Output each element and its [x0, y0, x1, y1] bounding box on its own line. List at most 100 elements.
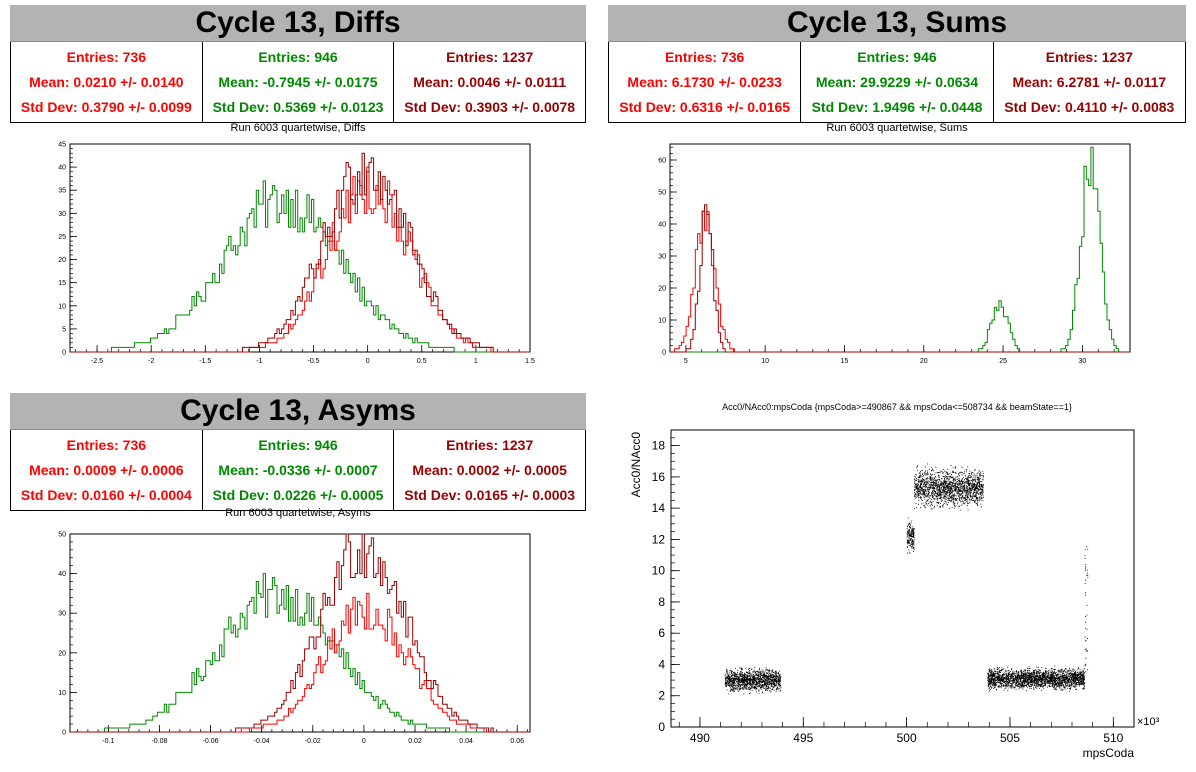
scatter-cluster — [906, 517, 915, 554]
entries-label: Entries: 736 — [66, 437, 147, 454]
mean-label: Mean: 29.9229 +/- 0.0634 — [815, 73, 979, 90]
x-tick-label: 1 — [474, 358, 478, 365]
x-axis-label: mpsCoda — [1083, 746, 1135, 760]
diffs-subtitle: Run 6003 quartetwise, Diffs — [230, 122, 366, 134]
stddev-label: Std Dev: 0.0226 +/- 0.0005 — [212, 486, 384, 503]
diffs-stats-red: Entries: 736 Mean: 0.0210 +/- 0.0140 Std… — [11, 42, 203, 122]
sums-panel: Cycle 13, Sums Entries: 736 Mean: 6.1730… — [608, 5, 1186, 385]
y-tick-label: 0 — [62, 730, 66, 737]
mean-label: Mean: -0.7945 +/- 0.0175 — [218, 73, 378, 90]
scatter-subtitle: Acc0/NAcc0:mpsCoda {mpsCoda>=490867 && m… — [722, 402, 1072, 412]
diffs-panel: Cycle 13, Diffs Entries: 736 Mean: 0.021… — [10, 5, 586, 385]
sums-stats-green: Entries: 946 Mean: 29.9229 +/- 0.0634 St… — [801, 42, 994, 122]
scatter-plot: 490 495 500 505 510 0 2 4 6 8 10 12 14 16 18 mpsCoda ×10… — [629, 429, 1160, 760]
x-tick-label: -0.5 — [307, 358, 319, 365]
scatter-points — [724, 667, 782, 695]
entries-label: Entries: 946 — [857, 49, 937, 66]
x-tick-label: 1.5 — [525, 358, 535, 365]
x-axis-multiplier: ×10³ — [1137, 716, 1160, 728]
sums-histogram: 5 10 15 20 25 30 0 10 20 30 40 50 60 — [658, 143, 1131, 365]
x-tick-label: 0.04 — [459, 738, 473, 745]
x-tick-label: 0.5 — [417, 358, 427, 365]
stddev-label: Std Dev: 0.4110 +/- 0.0083 — [1004, 98, 1175, 115]
mean-label: Mean: 0.0210 +/- 0.0140 — [29, 73, 184, 90]
y-tick-label: 16 — [652, 470, 666, 484]
diffs-banner: Cycle 13, Diffs — [10, 5, 586, 42]
x-tick-label: 0.02 — [408, 738, 422, 745]
scatter-points — [1084, 546, 1089, 673]
x-tick-label: 20 — [920, 358, 928, 365]
histogram-series — [70, 573, 530, 733]
y-tick-label: 10 — [652, 564, 666, 578]
scatter-cluster — [724, 667, 782, 695]
scatter-cluster — [913, 463, 984, 511]
x-tick-label: 5 — [684, 358, 688, 365]
x-tick-label: -0.04 — [254, 738, 270, 745]
histogram-series — [70, 180, 530, 353]
mean-label: Mean: 0.0046 +/- 0.0111 — [413, 73, 567, 90]
entries-label: Entries: 946 — [258, 49, 338, 66]
asyms-stats-red: Entries: 736 Mean: 0.0009 +/- 0.0006 Std… — [11, 430, 203, 510]
histogram-series — [70, 166, 530, 353]
x-tick-label: 0 — [362, 738, 366, 745]
y-tick-label: 45 — [58, 142, 66, 149]
diffs-stats-green: Entries: 946 Mean: -0.7945 +/- 0.0175 St… — [203, 42, 395, 122]
sums-banner: Cycle 13, Sums — [608, 5, 1186, 42]
x-tick-label: 0.06 — [510, 738, 524, 745]
scatter-points — [906, 517, 915, 554]
histogram-series — [670, 204, 1130, 353]
x-tick-label: -0.08 — [151, 738, 167, 745]
y-tick-label: 30 — [58, 211, 66, 218]
x-tick-label: 495 — [793, 731, 813, 745]
scatter-points — [913, 463, 984, 511]
y-tick-label: 14 — [652, 501, 666, 515]
y-tick-label: 25 — [58, 234, 66, 241]
y-tick-label: 15 — [58, 280, 66, 287]
histogram-series — [670, 146, 1130, 353]
y-tick-label: 0 — [662, 350, 666, 357]
stddev-label: Std Dev: 0.0165 +/- 0.0003 — [404, 486, 576, 503]
entries-label: Entries: 1237 — [446, 437, 534, 454]
entries-label: Entries: 736 — [664, 49, 745, 66]
x-tick-label: -2 — [148, 358, 154, 365]
y-tick-label: 20 — [58, 257, 66, 264]
scatter-streak — [1084, 546, 1089, 673]
x-tick-label: -2.5 — [91, 358, 103, 365]
x-tick-label: 500 — [897, 731, 917, 745]
sums-stats-darkred: Entries: 1237 Mean: 6.2781 +/- 0.0117 St… — [994, 42, 1185, 122]
x-tick-label: 15 — [841, 358, 849, 365]
entries-label: Entries: 1237 — [1045, 49, 1133, 66]
x-tick-label: 0 — [366, 358, 370, 365]
asyms-banner: Cycle 13, Asyms — [10, 393, 586, 430]
y-tick-label: 0 — [62, 350, 66, 357]
scatter-points — [987, 665, 1086, 692]
histogram-series — [670, 300, 1130, 353]
x-tick-label: 490 — [690, 731, 710, 745]
histogram-series — [670, 210, 1130, 353]
plot-frame — [69, 533, 531, 733]
asyms-stats-darkred: Entries: 1237 Mean: 0.0002 +/- 0.0005 St… — [394, 430, 585, 510]
sums-stats-box: Entries: 736 Mean: 6.1730 +/- 0.0233 Std… — [608, 42, 1186, 123]
asyms-stats-green: Entries: 946 Mean: -0.0336 +/- 0.0007 St… — [203, 430, 395, 510]
y-tick-label: 50 — [58, 532, 66, 539]
y-tick-label: 6 — [658, 626, 665, 640]
y-tick-label: 10 — [658, 318, 666, 325]
y-tick-label: 30 — [58, 611, 66, 618]
plot-frame — [69, 143, 531, 353]
asyms-histogram: -0.1 -0.08 -0.06 -0.04 -0.02 0 0.02 0.04 0.06 0 10… — [58, 532, 531, 745]
y-tick-label: 20 — [658, 286, 666, 293]
y-tick-label: 2 — [658, 689, 665, 703]
asyms-stats-box: Entries: 736 Mean: 0.0009 +/- 0.0006 Std… — [10, 430, 586, 511]
mean-label: Mean: 6.1730 +/- 0.0233 — [627, 73, 782, 90]
x-tick-label: 25 — [999, 358, 1007, 365]
x-tick-label: 510 — [1103, 731, 1123, 745]
diffs-histogram: -2.5 -2 -1.5 -1 -0.5 0 0.5 1 1.5 0 5 10 15 20 25 30 35 40… — [58, 142, 535, 366]
y-tick-label: 60 — [658, 158, 666, 165]
y-tick-label: 30 — [658, 254, 666, 261]
stddev-label: Std Dev: 0.3903 +/- 0.0078 — [404, 98, 576, 115]
y-axis-label: Acc0/NAcc0 — [629, 432, 643, 498]
y-tick-label: 0 — [658, 720, 665, 734]
diffs-stats-box: Entries: 736 Mean: 0.0210 +/- 0.0140 Std… — [10, 42, 586, 123]
asyms-subtitle: Run 6003 quartetwise, Asyms — [225, 507, 371, 519]
y-tick-label: 40 — [58, 165, 66, 172]
